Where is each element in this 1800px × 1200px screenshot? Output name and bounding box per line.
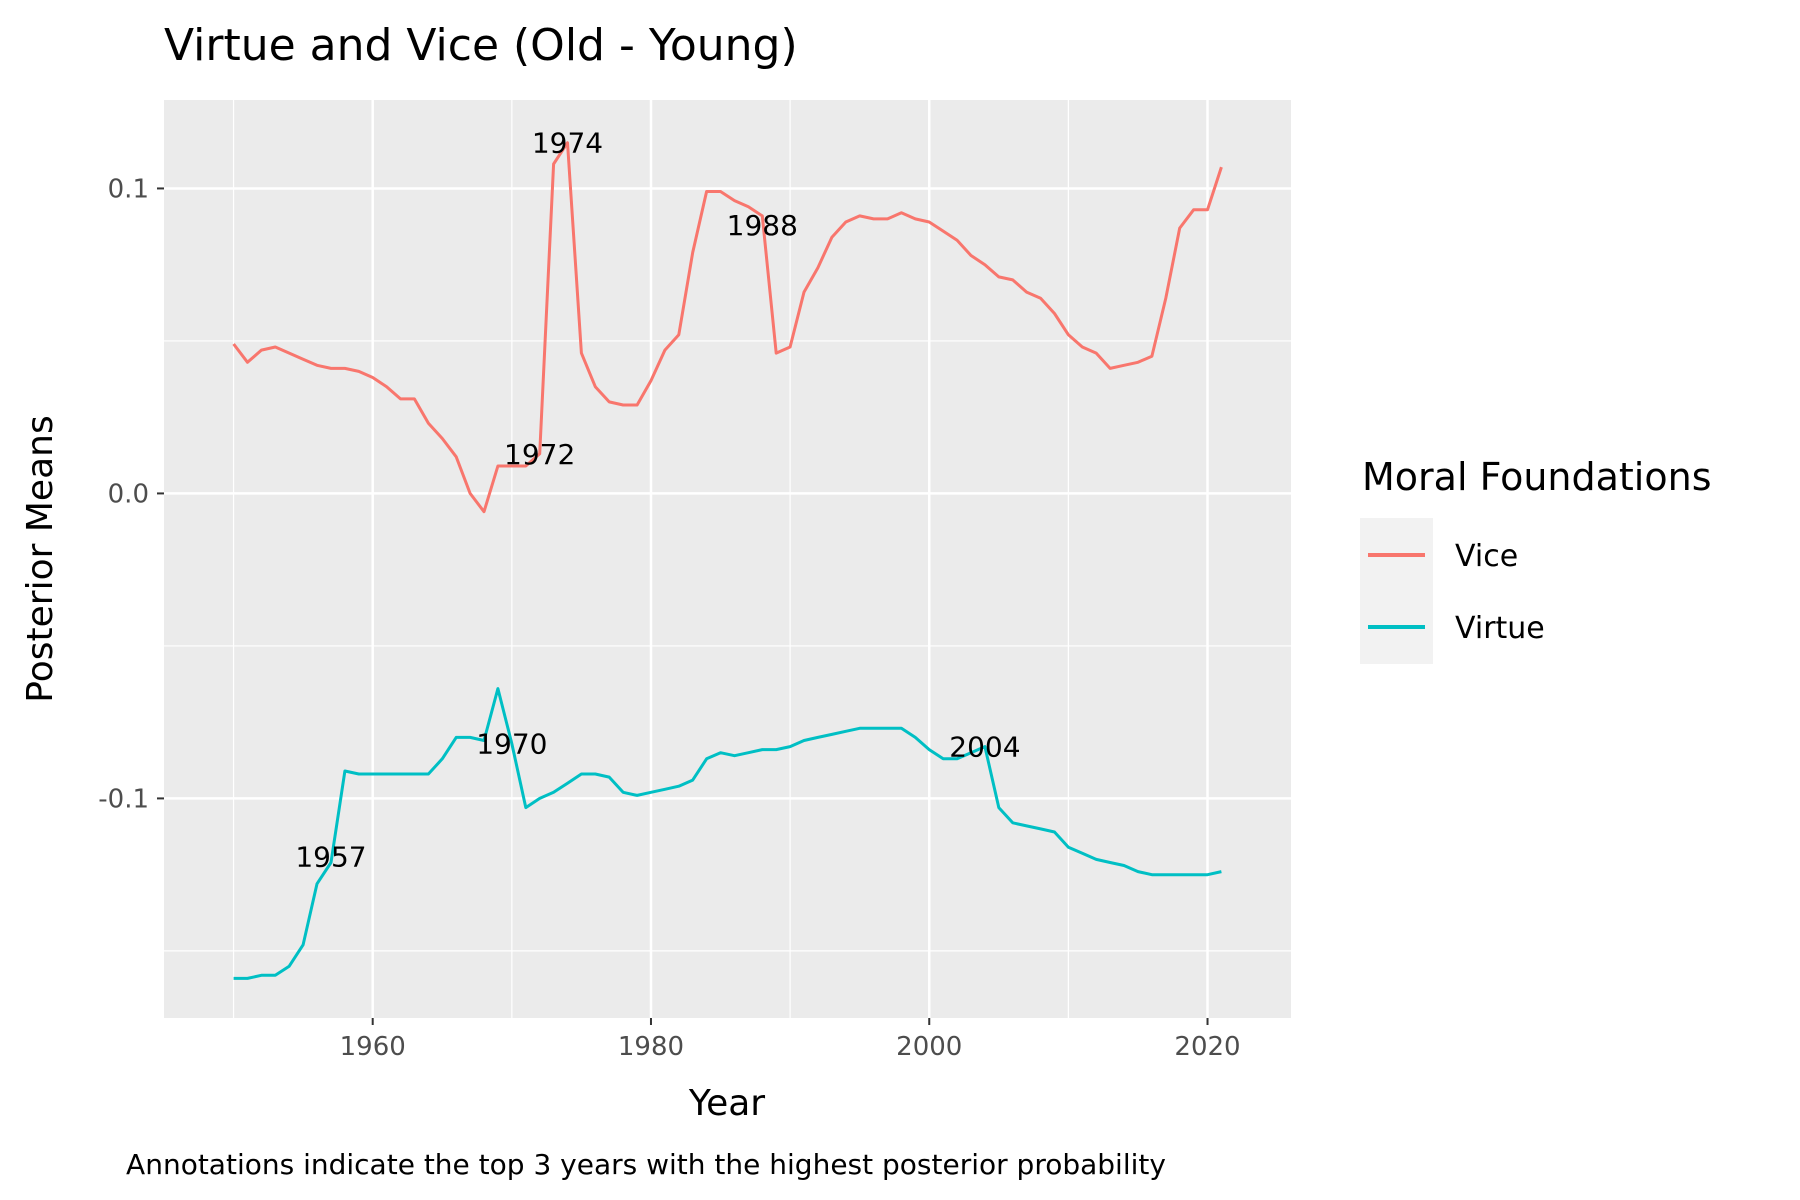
annotation-label: 1957 <box>295 840 366 873</box>
series-line-vice <box>232 141 1223 514</box>
y-tick-label: 0.1 <box>108 174 149 204</box>
chart-title: Virtue and Vice (Old - Young) <box>164 20 798 71</box>
series-line-virtue <box>233 687 1222 980</box>
y-axis: 0.1 0.0 -0.1 <box>98 174 164 814</box>
x-tick-label: 1960 <box>340 1032 406 1062</box>
legend: Moral Foundations Vice Virtue <box>1360 455 1712 664</box>
caption: Annotations indicate the top 3 years wit… <box>126 1148 1166 1181</box>
major-gridlines <box>164 100 1291 1018</box>
x-tick-label: 2000 <box>896 1032 962 1062</box>
x-tick-label: 2020 <box>1174 1032 1240 1062</box>
annotation-label: 1972 <box>504 438 575 471</box>
annotation-label: 1970 <box>476 728 547 761</box>
y-axis-title: Posterior Means <box>20 415 61 702</box>
legend-label-virtue: Virtue <box>1455 611 1545 646</box>
legend-key-background <box>1360 518 1433 664</box>
x-axis-title: Year <box>688 1083 765 1124</box>
x-tick-label: 1980 <box>618 1032 684 1062</box>
y-tick-label: -0.1 <box>98 784 149 814</box>
legend-title: Moral Foundations <box>1362 455 1712 499</box>
legend-label-vice: Vice <box>1455 539 1518 574</box>
annotation-label: 1988 <box>727 209 798 242</box>
x-axis: 1960 1980 2000 2020 <box>340 1018 1241 1062</box>
plot-panel <box>164 100 1291 1018</box>
annotation-label: 1974 <box>532 127 603 160</box>
minor-gridlines <box>164 100 1291 1018</box>
annotations: 1974 1988 1972 1970 2004 1957 <box>295 127 1020 874</box>
annotation-label: 2004 <box>949 731 1020 764</box>
series-lines <box>232 141 1223 980</box>
y-tick-label: 0.0 <box>108 479 149 509</box>
